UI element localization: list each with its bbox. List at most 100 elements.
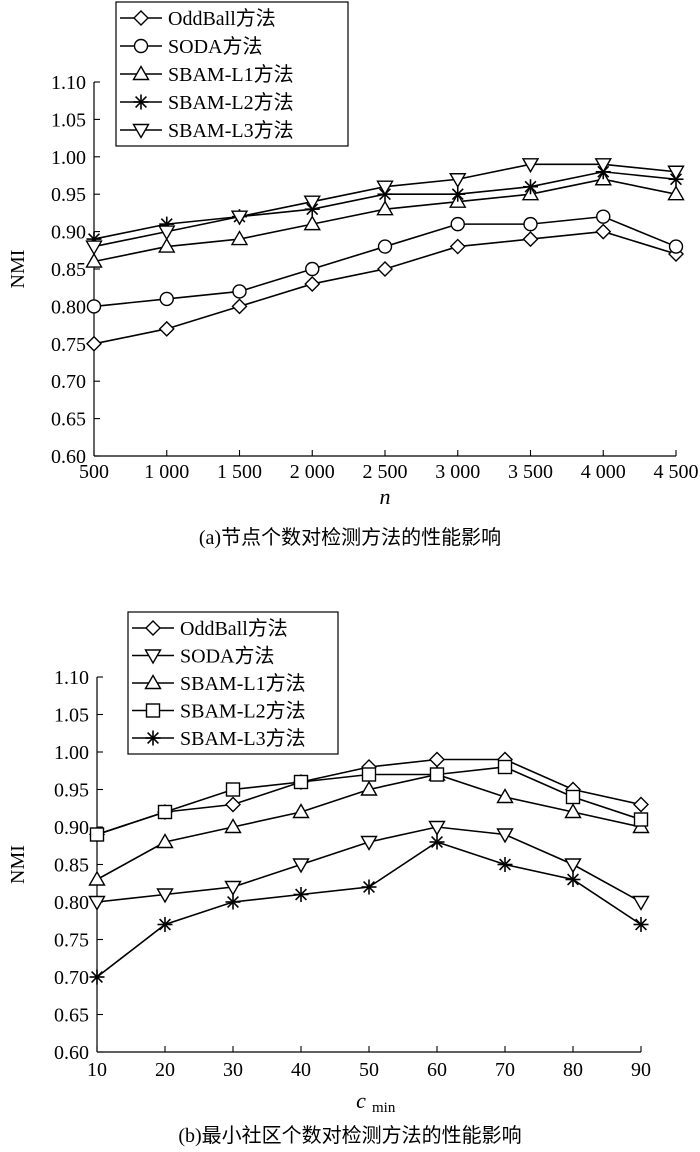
data-point	[292, 858, 310, 874]
legend-label: OddBall方法	[168, 7, 276, 30]
data-point	[156, 833, 174, 849]
y-tick-label: 0.60	[51, 446, 86, 468]
chart-panel-b: 0.60 0.65 0.70 0.75 0.80 0.85 0.90 0.95 1.00 1.05…	[7, 611, 651, 1147]
data-point	[633, 917, 649, 932]
data-point	[158, 320, 175, 337]
data-point	[159, 291, 174, 307]
y-tick-label: 0.65	[54, 1005, 89, 1027]
data-point	[225, 894, 241, 910]
data-point	[668, 239, 684, 254]
y-tick-label: 0.80	[51, 296, 86, 318]
x-tick-label: 70	[495, 1059, 515, 1081]
data-point	[225, 796, 241, 813]
x-tick-label: 1 500	[217, 461, 262, 483]
x-axis-label-subscript: min	[372, 1100, 396, 1116]
y-tick-label: 0.70	[54, 967, 89, 989]
legend-item: SODA方法	[120, 35, 262, 58]
y-tick-label: 1.05	[51, 109, 86, 131]
data-point	[360, 835, 378, 851]
data-point	[450, 216, 465, 232]
legend-item: SBAM-L1方法	[132, 672, 306, 695]
data-point	[88, 895, 106, 911]
legend-label: SBAM-L3方法	[168, 119, 294, 142]
y-tick-label: 0.95	[54, 780, 89, 802]
y-tick-label: 0.60	[54, 1042, 89, 1064]
y-tick-label: 0.80	[54, 892, 89, 914]
data-point	[564, 858, 582, 874]
x-tick-label: 2 500	[363, 461, 408, 483]
data-point	[361, 767, 377, 782]
data-point	[293, 887, 309, 902]
data-point	[633, 796, 649, 813]
data-point	[428, 820, 446, 836]
legend-label: SBAM-L1方法	[168, 63, 294, 86]
data-point	[523, 179, 538, 195]
data-point	[158, 225, 176, 241]
data-point	[224, 880, 242, 896]
x-tick-label: 3 000	[435, 461, 480, 483]
legend-label: SBAM-L3方法	[180, 727, 306, 750]
data-point	[377, 261, 393, 277]
data-point	[360, 780, 378, 796]
data-point	[564, 803, 582, 819]
y-tick-label: 1.00	[51, 147, 86, 169]
data-point	[293, 774, 309, 790]
data-point	[225, 782, 241, 797]
legend-marker	[144, 674, 162, 690]
data-point	[361, 879, 377, 895]
data-point	[565, 789, 581, 805]
y-tick-label: 0.85	[51, 259, 86, 281]
legend-item: OddBall方法	[120, 7, 276, 30]
data-point	[157, 917, 173, 932]
data-point	[232, 284, 247, 299]
legend-marker	[145, 620, 161, 636]
legend: OddBall方法 SODA方法 SBAM-L1方法 SBAM-L2方法 SBAM-L3…	[115, 1, 349, 147]
legend-marker	[144, 649, 162, 665]
legend-marker	[133, 10, 149, 26]
legend-marker	[133, 38, 149, 54]
series-2	[88, 820, 650, 911]
y-axis-label: NMI	[7, 845, 29, 884]
y-tick-label: 0.90	[51, 222, 86, 244]
y-tick-label: 0.70	[51, 371, 86, 393]
data-point	[449, 238, 466, 255]
data-point	[565, 872, 581, 887]
data-point	[429, 834, 445, 850]
data-point	[595, 223, 612, 240]
legend-label: SODA方法	[168, 35, 262, 58]
figure-caption: (b)最小社区个数对检测方法的性能影响	[178, 1124, 521, 1147]
data-point	[667, 165, 685, 181]
data-point	[224, 818, 242, 834]
series-5	[85, 158, 685, 256]
legend-label: SODA方法	[180, 645, 274, 668]
data-point	[594, 158, 612, 174]
y-tick-label: 1.05	[54, 705, 89, 727]
data-point	[523, 216, 538, 232]
x-tick-label: 4 500	[654, 461, 699, 483]
data-point	[522, 231, 539, 248]
legend-marker	[145, 703, 161, 718]
y-tick-label: 0.75	[51, 334, 86, 356]
data-point	[632, 895, 650, 911]
data-point	[89, 969, 105, 985]
x-tick-label: 4 000	[581, 461, 626, 483]
data-point	[497, 857, 513, 872]
y-tick-label: 1.00	[54, 742, 89, 764]
data-point	[496, 828, 514, 844]
x-tick-label: 50	[359, 1059, 379, 1081]
data-point	[429, 751, 445, 768]
legend-item: SBAM-L3方法	[132, 727, 306, 750]
data-point	[292, 803, 310, 819]
y-tick-label: 1.10	[51, 72, 86, 94]
legend-label: SBAM-L2方法	[168, 91, 294, 114]
series-1	[89, 751, 649, 843]
data-point	[230, 230, 249, 246]
series-4	[89, 759, 649, 842]
data-point	[85, 252, 103, 268]
legend-label: OddBall方法	[180, 617, 288, 640]
data-point	[496, 788, 514, 804]
legend-marker	[133, 94, 149, 110]
series-line	[96, 841, 642, 978]
x-tick-label: 80	[563, 1059, 583, 1081]
data-point	[377, 239, 393, 254]
